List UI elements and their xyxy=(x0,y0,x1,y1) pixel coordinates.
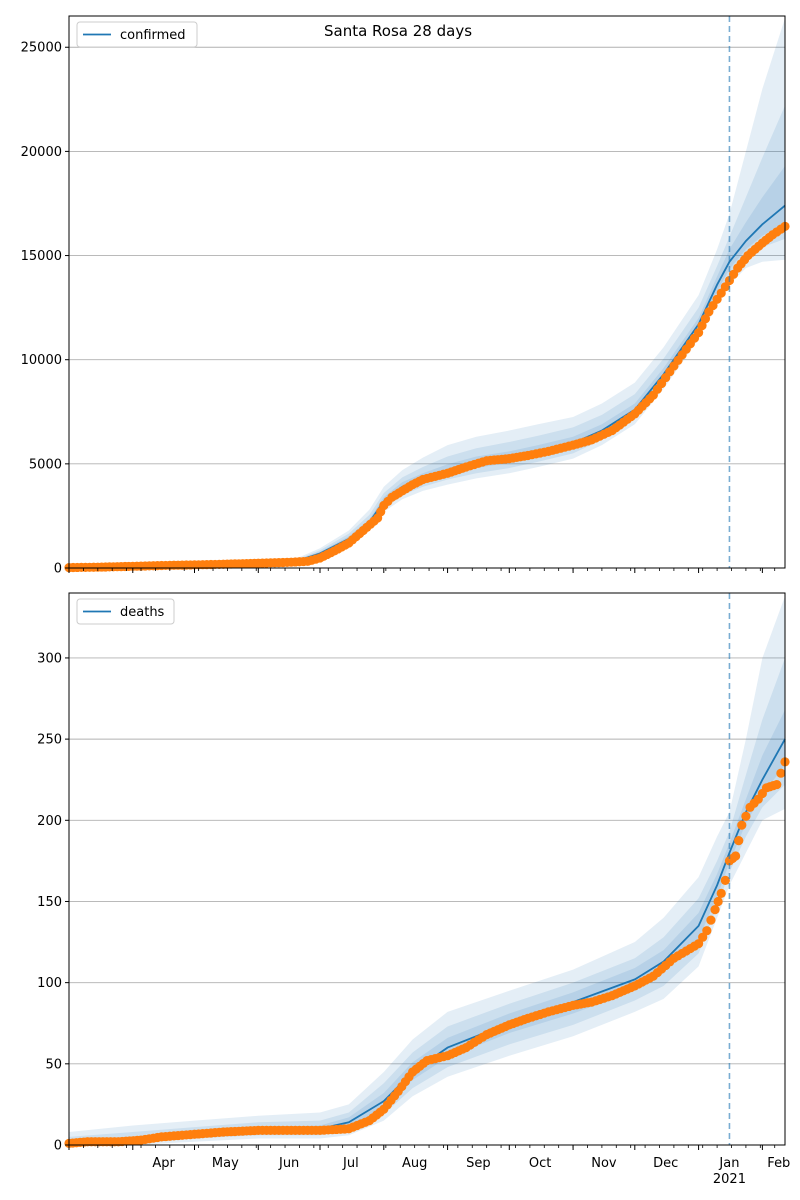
y-tick-label: 15000 xyxy=(21,249,62,264)
x-tick-label: Dec xyxy=(653,1156,678,1171)
y-tick-label: 50 xyxy=(45,1057,62,1072)
observed-point xyxy=(776,768,786,778)
x-tick-label: Jun xyxy=(278,1156,299,1171)
x-tick-label: Jul xyxy=(342,1156,359,1171)
observed-point xyxy=(734,835,744,846)
observed-point xyxy=(716,888,726,898)
legend-deaths: deaths xyxy=(76,598,175,625)
x-tick-label: Jan xyxy=(718,1156,739,1171)
observed-point xyxy=(772,779,782,790)
y-tick-label: 5000 xyxy=(29,457,62,472)
uncertainty-band xyxy=(69,596,785,1145)
observed-point xyxy=(697,321,707,331)
observed-point xyxy=(702,926,712,936)
y-axis-ticks: 0 50 100 150 200 250 300 xyxy=(37,651,69,1154)
x-axis-ticks xyxy=(68,568,776,573)
y-tick-label: 0 xyxy=(54,562,62,577)
legend-label: deaths xyxy=(120,605,165,620)
observed-point xyxy=(731,851,741,861)
x-tick-label: Nov xyxy=(591,1156,617,1171)
x-tick-label: May xyxy=(212,1156,239,1171)
x-tick-label: Sep xyxy=(466,1156,491,1171)
x-tick-label: Aug xyxy=(402,1156,427,1171)
observed-point xyxy=(713,896,723,907)
observed-points xyxy=(64,757,790,1148)
y-tick-label: 150 xyxy=(37,895,62,910)
uncertainty-band xyxy=(69,657,785,1145)
observed-point xyxy=(700,314,711,324)
observed-point xyxy=(737,820,747,830)
legend-label: confirmed xyxy=(120,28,186,43)
y-tick-label: 20000 xyxy=(21,145,62,160)
y-tick-label: 25000 xyxy=(21,41,62,56)
y-tick-label: 0 xyxy=(54,1139,62,1154)
chart-panel-deaths: 0 50 100 150 200 250 300 Apr May Jun Jul Aug Sep Oct… xyxy=(37,592,790,1187)
y-tick-label: 200 xyxy=(37,814,62,829)
observed-point xyxy=(706,915,716,925)
observed-point xyxy=(693,328,704,338)
legend-confirmed: confirmed xyxy=(76,21,198,48)
x-year-label: 2021 xyxy=(713,1172,746,1187)
y-tick-label: 10000 xyxy=(21,353,62,368)
legend-box xyxy=(76,21,198,48)
y-tick-label: 300 xyxy=(37,651,62,666)
observed-point xyxy=(710,904,720,915)
y-tick-label: 250 xyxy=(37,733,62,748)
observed-point xyxy=(741,811,751,821)
figure-title: Santa Rosa 28 days xyxy=(324,22,472,40)
x-tick-label: Oct xyxy=(529,1156,551,1171)
x-tick-label: Feb xyxy=(767,1156,790,1171)
y-axis-ticks: 0 5000 10000 15000 20000 25000 xyxy=(21,41,69,577)
y-tick-label: 100 xyxy=(37,976,62,991)
plot-frame xyxy=(68,15,786,569)
chart-panel-confirmed: 0 5000 10000 15000 20000 25000 confirmed xyxy=(21,15,790,577)
observed-point xyxy=(720,875,730,885)
plot-frame xyxy=(68,592,786,1146)
x-tick-label: Apr xyxy=(152,1156,175,1171)
legend-box xyxy=(76,598,175,625)
